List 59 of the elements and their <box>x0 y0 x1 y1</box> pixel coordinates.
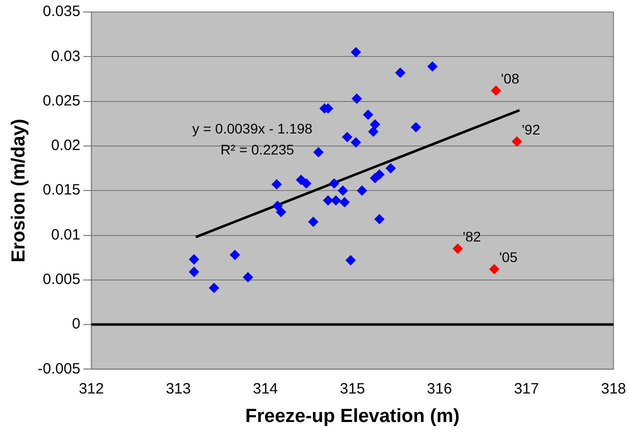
point <box>272 200 283 211</box>
point <box>313 147 324 158</box>
point <box>308 216 318 227</box>
y-tick-label: 0.01 <box>51 226 80 244</box>
y-axis-title: Erosion (m/day) <box>8 118 30 262</box>
point <box>363 110 374 120</box>
x-tick-label: 313 <box>166 380 191 398</box>
point <box>342 132 352 142</box>
point <box>242 272 253 282</box>
point <box>301 178 312 188</box>
point <box>491 86 501 96</box>
annotation: y = 0.0039x - 1.198 R² = 0.2235 <box>192 120 313 158</box>
y-tick-label: 0.035 <box>42 3 80 20</box>
point <box>489 264 500 274</box>
point <box>209 282 220 293</box>
y-tick-label: 0.005 <box>42 271 80 288</box>
point <box>276 207 286 218</box>
annotation: '05 <box>499 249 518 266</box>
x-tick-label: 316 <box>426 380 452 398</box>
x-tick-label: 315 <box>340 380 365 398</box>
x-axis-title: Freeze-up Elevation (m) <box>245 406 460 427</box>
x-tick-label: 317 <box>514 380 539 398</box>
y-tick-label: 0.02 <box>51 137 80 154</box>
x-tick-label: 318 <box>600 380 626 398</box>
y-tick-label: 0 <box>72 316 80 333</box>
point <box>189 266 200 277</box>
y-tick-label: 0.015 <box>42 182 80 199</box>
annotation: '92 <box>522 121 540 138</box>
point <box>340 197 350 208</box>
point <box>374 170 384 180</box>
y-tick-label: 0.03 <box>51 48 80 65</box>
point <box>452 244 463 254</box>
point <box>368 126 378 137</box>
point <box>410 122 421 132</box>
x-tick-label: 312 <box>78 380 104 398</box>
point <box>356 186 367 196</box>
point <box>352 94 362 104</box>
point <box>395 68 406 78</box>
point <box>296 174 306 185</box>
point <box>386 163 396 174</box>
x-tick-label: 314 <box>252 380 278 398</box>
point <box>350 47 361 58</box>
point <box>330 195 341 206</box>
point <box>230 250 240 260</box>
point <box>370 120 380 130</box>
point <box>329 178 340 188</box>
annotation: '82 <box>462 228 482 245</box>
point <box>427 61 438 72</box>
y-tick-label: -0.005 <box>38 360 80 378</box>
y-tick-label: 0.025 <box>42 92 80 110</box>
point <box>512 136 522 146</box>
point <box>272 179 282 190</box>
point <box>338 186 348 196</box>
point <box>323 195 334 206</box>
annotation: '08 <box>501 70 520 86</box>
point <box>350 137 361 148</box>
point <box>374 214 384 224</box>
point <box>189 254 200 264</box>
point <box>346 255 356 266</box>
